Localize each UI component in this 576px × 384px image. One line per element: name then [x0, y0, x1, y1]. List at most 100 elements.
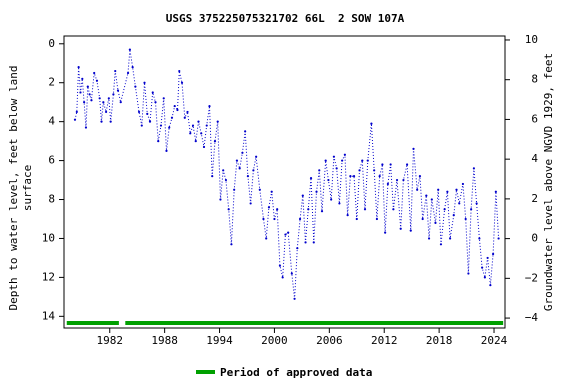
chart-title: USGS 375225075321702 66L 2 SOW 107A	[166, 12, 405, 25]
data-point	[219, 198, 222, 201]
data-point	[189, 132, 192, 135]
y-axis-label: surface	[21, 165, 34, 211]
data-point	[173, 104, 176, 108]
data-point	[461, 182, 465, 186]
plot-frame	[63, 35, 506, 329]
y2-tick-label: −4	[525, 311, 539, 324]
data-point	[395, 178, 399, 182]
y-tick-label: 4	[48, 115, 55, 128]
x-tick-label: 2000	[261, 334, 288, 347]
data-point	[216, 120, 219, 123]
data-point	[208, 104, 211, 108]
data-point	[290, 272, 293, 275]
data-point	[73, 118, 77, 121]
data-point	[375, 217, 379, 221]
data-point	[267, 206, 271, 209]
data-point	[338, 202, 341, 205]
data-point	[170, 116, 174, 119]
x-tick-label: 1988	[151, 334, 178, 347]
y2-tick-label: 10	[525, 33, 538, 46]
y-tick-label: 8	[48, 193, 55, 206]
data-point	[446, 190, 449, 193]
data-point	[409, 229, 412, 232]
data-point	[157, 140, 160, 143]
y-tick-label: 10	[42, 231, 55, 244]
y2-axis-label: Groundwater level above NGVD 1929, feet	[542, 53, 555, 311]
data-point	[224, 178, 228, 182]
data-point	[284, 233, 287, 236]
data-point	[238, 167, 241, 170]
data-point	[143, 81, 146, 84]
data-point	[464, 217, 467, 221]
data-point	[258, 188, 261, 191]
data-point	[296, 247, 299, 250]
data-point	[230, 243, 233, 246]
data-point	[249, 202, 252, 205]
y-axis-label: Depth to water level, feet below land	[7, 65, 20, 310]
data-point	[95, 79, 99, 82]
data-point	[427, 237, 431, 240]
data-point	[483, 276, 486, 279]
data-point	[79, 91, 82, 94]
data-point	[343, 153, 346, 156]
data-point	[494, 190, 497, 193]
data-point	[191, 124, 195, 127]
data-point	[165, 149, 168, 152]
x-tick-label: 2018	[426, 334, 453, 347]
data-point	[131, 66, 134, 69]
data-point	[146, 112, 149, 115]
data-point	[104, 110, 108, 114]
data-point	[276, 208, 279, 211]
data-point	[265, 237, 268, 240]
data-point	[241, 151, 244, 154]
data-point	[134, 85, 137, 88]
data-point	[227, 208, 230, 211]
data-point	[83, 101, 86, 104]
data-point	[186, 110, 189, 114]
y-tick-label: 12	[42, 270, 55, 283]
data-point	[412, 147, 415, 151]
data-point	[180, 81, 184, 84]
data-point	[418, 175, 422, 178]
data-point	[148, 120, 152, 123]
data-point	[452, 213, 455, 217]
data-point	[318, 169, 321, 172]
data-point	[211, 175, 214, 178]
data-point	[467, 272, 470, 275]
data-point	[84, 126, 88, 129]
data-point	[75, 110, 78, 114]
data-point	[437, 188, 440, 191]
data-point	[137, 110, 141, 114]
data-point	[381, 163, 384, 166]
y2-tick-label: −2	[525, 271, 538, 284]
y2-tick-label: 4	[531, 152, 538, 165]
data-point	[77, 66, 80, 69]
data-point	[332, 155, 336, 158]
data-point	[497, 237, 500, 240]
x-tick-label: 2012	[371, 334, 398, 347]
data-point	[114, 69, 117, 73]
data-point	[486, 256, 489, 260]
data-point	[183, 116, 186, 119]
data-point	[270, 190, 273, 193]
data-point	[281, 276, 284, 279]
data-point	[168, 126, 171, 129]
y2-tick-label: 6	[531, 112, 538, 125]
data-point	[389, 163, 392, 166]
data-point	[366, 159, 369, 162]
data-point	[293, 297, 296, 300]
data-point	[178, 69, 181, 73]
y2-tick-label: 2	[531, 192, 538, 205]
data-point	[472, 167, 475, 170]
data-point	[455, 188, 458, 191]
data-point	[233, 188, 236, 191]
data-point	[384, 231, 387, 234]
data-point	[151, 91, 154, 94]
data-point	[81, 77, 84, 80]
data-point	[399, 227, 402, 230]
data-point	[126, 71, 130, 75]
y-tick-label: 0	[48, 37, 55, 50]
data-point	[443, 208, 446, 211]
y-tick-label: 2	[48, 76, 55, 89]
